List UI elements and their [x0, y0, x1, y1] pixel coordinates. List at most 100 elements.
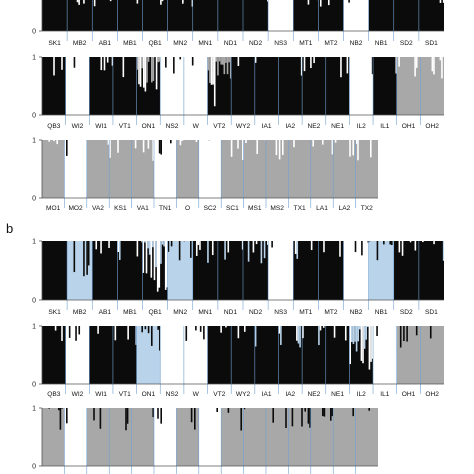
admixture-strip: [252, 241, 255, 253]
admixture-strip: [160, 241, 162, 264]
admixture-strip: [398, 241, 401, 253]
admixture-strip: [355, 140, 358, 144]
admixture-strip: [141, 241, 143, 243]
admixture-strip: [344, 326, 347, 341]
admixture-strip: [155, 57, 158, 90]
admixture-strip: [152, 140, 154, 161]
admixture-strip: [406, 326, 408, 342]
pop-label-IA2: IA2: [285, 391, 295, 398]
admixture-strip: [78, 0, 80, 5]
pop-label-MB2: MB2: [73, 40, 87, 47]
group-bar-IL2: [349, 57, 374, 115]
panel-a-row-1: SK1 MB2 AB1 MB1 QB1 MN2 MN1 ND1 ND2 NS3 MT1 MT2 NB2 N…: [32, 0, 444, 47]
group-bar-12: [288, 408, 311, 466]
admixture-strip: [267, 0, 269, 2]
group-bar-WI1: [89, 326, 113, 384]
pop-label-VA2: VA2: [92, 205, 104, 212]
pop-label-MT2: MT2: [324, 309, 338, 316]
pop-label-SD1: SD1: [425, 309, 438, 316]
admixture-strip: [357, 326, 360, 342]
admixture-strip: [323, 408, 326, 417]
admixture-strip: [272, 408, 274, 423]
admixture-strip: [53, 140, 55, 142]
admixture-strip: [53, 57, 55, 76]
admixture-strip: [254, 326, 257, 347]
admixture-strip: [230, 140, 233, 157]
admixture-strip: [313, 57, 315, 64]
pop-label-MT2: MT2: [324, 40, 338, 47]
admixture-strip: [371, 326, 374, 359]
pop-label-MB1: MB1: [123, 40, 137, 47]
group-bar-MN1: [192, 0, 218, 31]
group-bar-MN2: [167, 0, 193, 31]
group-bar-VT1: [112, 326, 137, 384]
pop-label-AB1: AB1: [99, 40, 112, 47]
admixture-strip: [107, 140, 110, 145]
group-bar-NS3: [268, 0, 294, 31]
admixture-strip: [429, 326, 432, 339]
group-bar-WY2: [231, 326, 255, 384]
admixture-strip: [442, 0, 444, 3]
admixture-strip: [323, 241, 325, 253]
admixture-strip: [153, 241, 156, 281]
admixture-strip: [109, 140, 111, 158]
admixture-strip: [78, 326, 81, 335]
admixture-strip: [220, 326, 222, 333]
admixture-strip: [207, 57, 210, 71]
admixture-strip: [368, 408, 370, 411]
pop-label-SD1: SD1: [425, 40, 438, 47]
admixture-strip: [147, 326, 150, 334]
pop-label-MT1: MT1: [299, 40, 313, 47]
admixture-strip: [319, 326, 322, 331]
admixture-strip: [240, 408, 242, 431]
admixture-strip: [309, 408, 311, 428]
admixture-strip: [58, 408, 60, 411]
panel-letter-b: b: [6, 221, 13, 236]
y-tick-label-0: 0: [32, 382, 36, 389]
admixture-strip: [322, 408, 324, 417]
admixture-strip: [150, 326, 153, 346]
admixture-strip: [210, 57, 213, 85]
admixture-strip: [237, 57, 240, 67]
panel-a-row-3: MO1 MO2 VA2 KS1 VA1 TN1 O SC2 SC1 MS1 MS2 TX1 LA1 LA2…: [32, 138, 378, 212]
group-bar-6: [154, 408, 177, 466]
admixture-strip: [217, 57, 219, 76]
pop-label-SK1: SK1: [48, 40, 61, 47]
admixture-strip: [93, 408, 95, 421]
admixture-strip: [106, 57, 109, 63]
admixture-strip: [376, 326, 378, 337]
admixture-strip: [441, 57, 443, 79]
admixture-strip: [95, 241, 98, 250]
admixture-strip: [256, 140, 258, 154]
admixture-strip: [61, 408, 63, 409]
admixture-strip: [330, 408, 332, 421]
admixture-strip: [351, 326, 353, 343]
admixture-strip: [409, 241, 412, 243]
group-bar-MT1: [293, 0, 319, 31]
admixture-strip: [147, 57, 150, 62]
admixture-strip: [237, 326, 240, 339]
admixture-strip: [136, 57, 139, 70]
pop-label-W: W: [193, 391, 200, 398]
admixture-strip: [362, 326, 364, 364]
group-bar-VT1: [112, 57, 137, 115]
admixture-strip: [167, 241, 170, 252]
pop-label-QB1: QB1: [148, 40, 162, 47]
group-bar-W: [183, 57, 208, 115]
admixture-strip: [367, 241, 370, 243]
group-bar-OH2: [420, 326, 444, 384]
admixture-strip: [117, 241, 119, 253]
pop-label-IL2: IL2: [357, 391, 366, 398]
group-bar-SK1: [42, 241, 68, 300]
pop-label-NS3: NS3: [274, 40, 287, 47]
group-bar-MB1: [117, 241, 143, 300]
group-bar-IA2: [278, 57, 303, 115]
group-bar-5: [131, 408, 154, 466]
admixture-strip: [352, 408, 354, 417]
admixture-strip: [134, 140, 137, 149]
panel-a-row-2: QB3 WI2 WI1 VT1 ON1 NS2 W VT2 WY2 IA1 IA2 NE2 NE1 IL2…: [32, 55, 444, 130]
admixture-strip: [100, 241, 102, 254]
admixture-strip: [318, 326, 320, 346]
admixture-strip: [433, 241, 435, 245]
admixture-strip: [211, 241, 214, 256]
